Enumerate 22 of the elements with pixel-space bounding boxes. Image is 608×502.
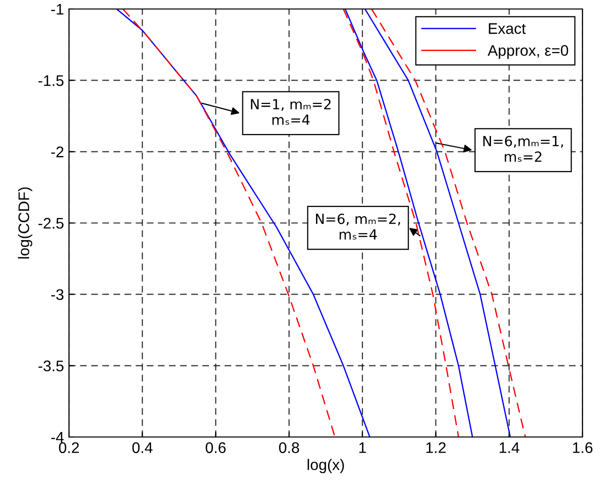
x-tick-label: 1.2	[426, 442, 446, 453]
annotation: N=6, mₘ=2, mₛ=4	[316, 214, 400, 240]
y-tick-label: -1	[51, 4, 64, 15]
x-tick-label: 0.6	[206, 442, 226, 454]
y-tick-label: -3	[51, 289, 64, 300]
y-tick-label: -2	[51, 146, 64, 158]
legend-label: Approx, ε=0	[488, 45, 568, 59]
y-tick-label: -4	[51, 432, 64, 443]
legend-label: Exact	[488, 23, 526, 34]
x-tick-label: 1.6	[573, 442, 592, 454]
y-tick-label: -3.5	[38, 360, 64, 372]
annotation: N=1, mₘ=2 mₛ=4	[250, 98, 331, 125]
y-tick-label: -1.5	[38, 75, 64, 86]
x-tick-label: 0.4	[132, 442, 153, 454]
x-tick-label: 1	[359, 442, 366, 453]
x-tick-label: 1.4	[500, 442, 520, 453]
y-tick-label: -2.5	[38, 218, 64, 229]
x-axis-title: log(x)	[308, 458, 344, 474]
x-tick-label: 0.8	[279, 442, 300, 454]
x-tick-label: 0.2	[58, 442, 79, 454]
y-axis-title: log(CCDF)	[18, 187, 32, 258]
annotation: N=6,mₘ=1, mₛ=2	[483, 136, 563, 162]
